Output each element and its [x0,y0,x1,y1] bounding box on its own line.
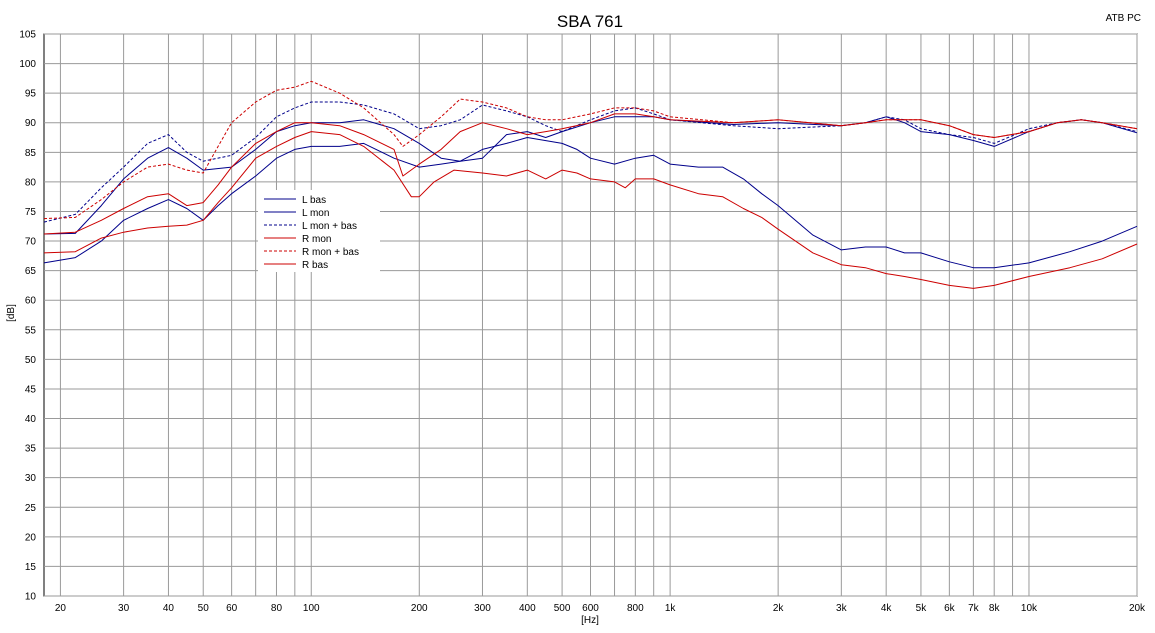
y-tick-label: 40 [25,414,37,425]
y-tick-label: 10 [25,592,37,603]
y-tick-label: 25 [25,503,37,514]
series-lines [43,80,1138,289]
legend-box [258,190,380,272]
x-tick-label: 1k [665,603,677,614]
x-tick-label: 4k [881,603,893,614]
x-tick-label: 6k [944,603,956,614]
y-tick-label: 100 [19,59,36,70]
y-tick-label: 105 [19,30,36,41]
corner-label: ATB PC [1105,13,1141,24]
legend-label: L mon + bas [302,221,357,232]
y-tick-label: 70 [25,237,37,248]
y-tick-label: 20 [25,532,37,543]
y-tick-label: 50 [25,355,37,366]
y-tick-label: 65 [25,266,37,277]
y-tick-label: 45 [25,384,37,395]
y-tick-label: 90 [25,118,37,129]
x-tick-label: 60 [226,603,238,614]
series-line-3 [43,101,1138,223]
y-tick-label: 30 [25,473,37,484]
y-tick-label: 95 [25,89,37,100]
chart-title: SBA 761 [557,12,623,31]
legend-label: L bas [302,195,326,206]
x-tick-label: 50 [198,603,210,614]
x-tick-label: 2k [773,603,785,614]
y-tick-label: 80 [25,177,37,188]
series-line-5 [43,80,1138,220]
y-axis-label: [dB] [6,304,17,322]
legend-label: R mon [302,234,331,245]
x-tick-label: 80 [271,603,283,614]
x-tick-label: 400 [519,603,536,614]
x-tick-label: 30 [118,603,130,614]
x-tick-label: 500 [554,603,571,614]
x-tick-label: 5k [916,603,928,614]
x-tick-label: 3k [836,603,848,614]
y-tick-label: 35 [25,444,37,455]
y-tick-label: 85 [25,148,37,159]
y-tick-label: 15 [25,562,37,573]
x-tick-label: 10k [1021,603,1038,614]
x-tick-label: 100 [303,603,320,614]
legend-label: R bas [302,260,328,271]
x-tick-label: 200 [411,603,428,614]
x-tick-label: 300 [474,603,491,614]
x-tick-label: 8k [989,603,1001,614]
series-line-1 [43,137,1138,269]
legend-label: R mon + bas [302,247,359,258]
y-tick-label: 55 [25,325,37,336]
x-tick-label: 7k [968,603,980,614]
y-tick-label: 60 [25,296,37,307]
y-axis-ticks: 10 15 20 25 30 35 40 45 50 55 60 65 70 75 80 85 90 95 100 1… [19,30,36,603]
x-tick-label: 600 [582,603,599,614]
x-tick-label: 20k [1129,603,1146,614]
x-axis-ticks: 20 30 40 50 60 80 100 200 300 400 500 600 800 1k 2k 3k 4… [55,603,1146,614]
y-tick-label: 75 [25,207,37,218]
legend-label: L mon [302,208,329,219]
x-tick-label: 40 [163,603,175,614]
x-axis-label: [Hz] [581,615,599,626]
series-line-6 [43,131,1138,289]
x-tick-label: 800 [627,603,644,614]
chart-legend: L bas L mon L mon + bas R mon R mon + bas R b… [258,190,380,272]
chart-grid [43,33,1138,597]
x-tick-label: 20 [55,603,67,614]
